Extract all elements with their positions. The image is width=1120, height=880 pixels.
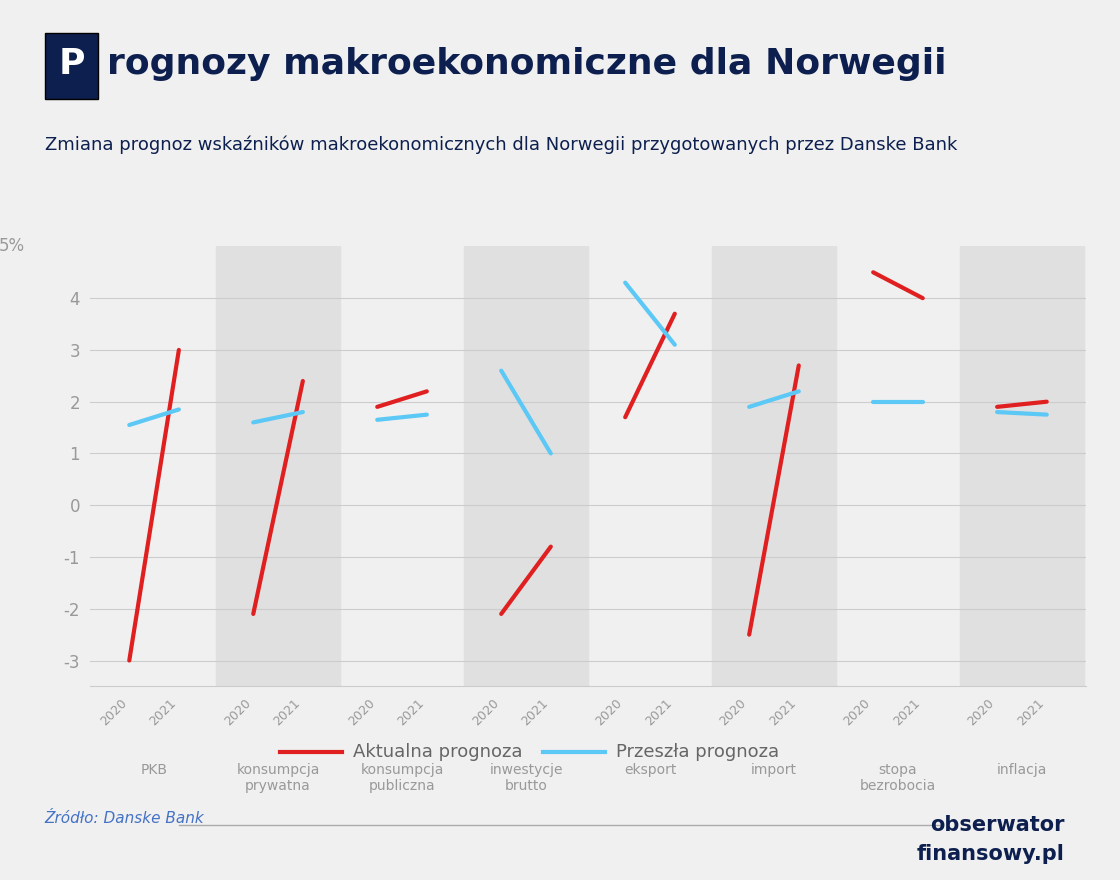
Text: Zmiana prognoz wskaźników makroekonomicznych dla Norwegii przygotowanych przez D: Zmiana prognoz wskaźników makroekonomicz… (45, 136, 958, 155)
Text: PKB: PKB (141, 763, 168, 777)
Text: stopa
bezrobocia: stopa bezrobocia (860, 763, 936, 793)
Text: inwestycje
brutto: inwestycje brutto (489, 763, 562, 793)
Bar (464, 246, 588, 686)
Text: P: P (58, 48, 85, 82)
Text: Źródło: Danske Bank: Źródło: Danske Bank (45, 810, 205, 826)
Bar (960, 246, 1084, 686)
FancyBboxPatch shape (45, 33, 99, 99)
Text: import: import (752, 763, 797, 777)
Text: obserwator: obserwator (931, 816, 1065, 835)
Text: finansowy.pl: finansowy.pl (917, 844, 1065, 863)
Text: eksport: eksport (624, 763, 676, 777)
Text: rognozy makroekonomiczne dla Norwegii: rognozy makroekonomiczne dla Norwegii (106, 48, 946, 82)
Bar (216, 246, 340, 686)
Text: 5%: 5% (0, 238, 25, 255)
Text: Aktualna prognoza: Aktualna prognoza (353, 744, 522, 761)
Text: inflacja: inflacja (997, 763, 1047, 777)
Text: Przeszła prognoza: Przeszła prognoza (616, 744, 780, 761)
Text: konsumpcja
publiczna: konsumpcja publiczna (361, 763, 444, 793)
Bar (712, 246, 836, 686)
Text: konsumpcja
prywatna: konsumpcja prywatna (236, 763, 319, 793)
